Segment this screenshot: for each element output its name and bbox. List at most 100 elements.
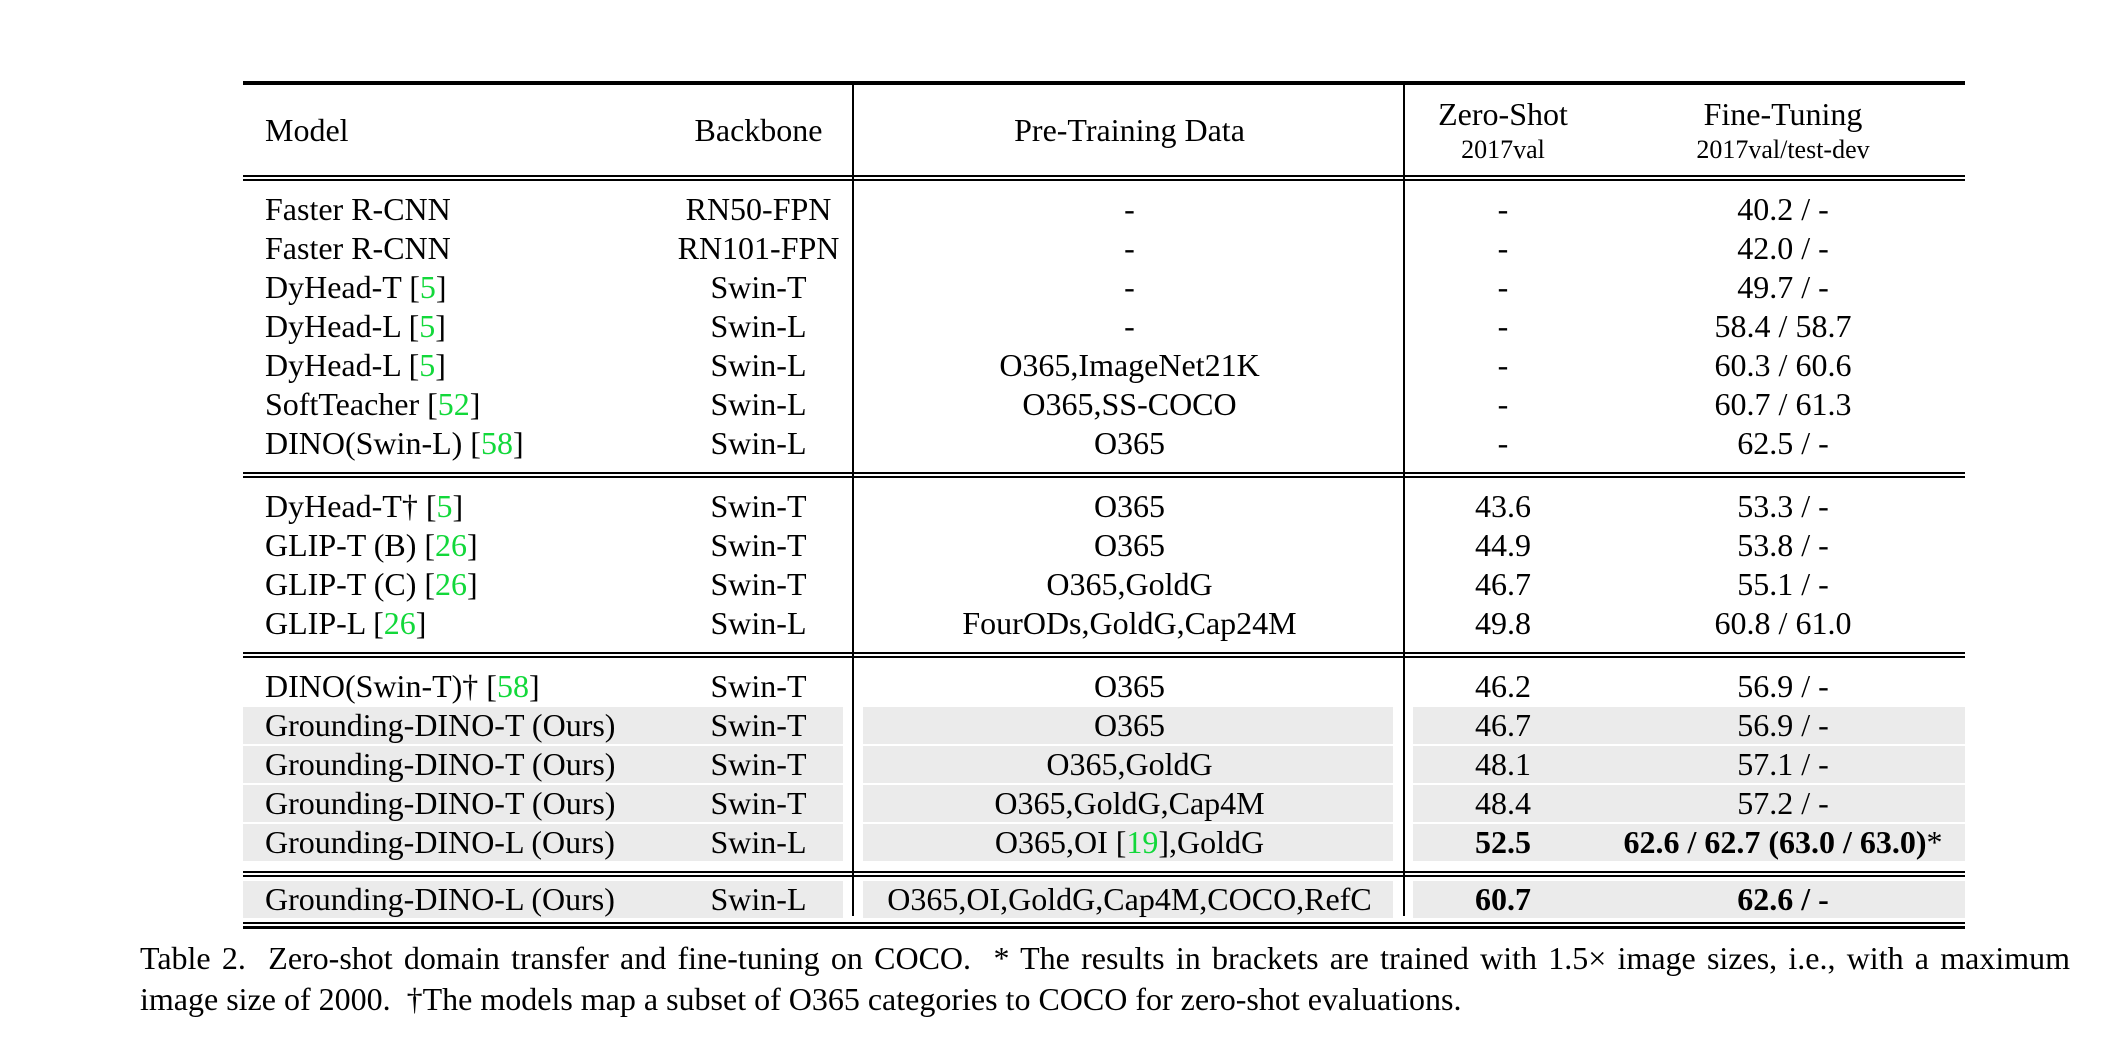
cell-model: Grounding-DINO-L (Ours) [265,824,615,860]
citation-ref: 58 [496,668,529,704]
table-row: Grounding-DINO-L (Ours) Swin-L O365,OI,Gol… [243,880,1965,919]
cell-fine-tuning: 60.8 / 61.0 [1714,605,1852,641]
citation-ref: 5 [419,308,436,344]
cell-zero-shot: 44.9 [1475,527,1531,563]
cell-fine-tuning: 53.3 / - [1737,488,1829,524]
cell-fine-tuning: 58.4 / 58.7 [1714,308,1852,344]
cell-backbone: Swin-T [710,746,807,782]
cell-fine-tuning: 60.3 / 60.6 [1714,347,1852,383]
cell-fine-tuning: 62.6 / - [1737,881,1829,917]
cell-fine-tuning: 53.8 / - [1737,527,1829,563]
cell-backbone: Swin-L [710,605,807,641]
header-zero-shot-title: Zero-Shot [1438,95,1568,132]
table-row: DINO(Swin-T)† [58] Swin-T O365 46.2 56.9 / - [243,667,1965,706]
cell-pretraining-data: O365,GoldG [1046,746,1213,782]
column-rule-pretrain-zeroshot [1403,85,1405,916]
cell-model: GLIP-T (B) [26] [265,527,478,563]
cell-pretraining-data: - [1124,191,1135,227]
cell-zero-shot: 43.6 [1475,488,1531,524]
cell-backbone: Swin-T [710,488,807,524]
cell-model: DyHead-T [5] [265,269,447,305]
cell-fine-tuning: 62.6 / 62.7 (63.0 / 63.0) * [1623,824,1943,860]
cell-pretraining-data: O365,GoldG,Cap4M [994,785,1265,821]
cell-backbone: RN50-FPN [685,191,832,227]
table-row: GLIP-T (C) [26] Swin-T O365,GoldG 46.7 55.1 … [243,565,1965,604]
table-bottom-rule [243,922,1965,929]
cell-backbone: Swin-L [710,386,807,422]
header-zero-shot-sub: 2017val [1461,134,1545,164]
cell-pretraining-data: O365 [1093,707,1166,743]
cell-pretraining-data: - [1124,230,1135,266]
header-fine-tuning: Fine-Tuning 2017val/test-dev [1601,85,1965,175]
cell-pretraining-data: O365 [1093,488,1166,524]
cell-zero-shot: - [1497,308,1509,344]
table-row: Grounding-DINO-T (Ours) Swin-T O365,GoldG 4… [243,745,1965,784]
cell-pretraining-data: O365,ImageNet21K [999,347,1260,383]
cell-pretraining-data: O365,GoldG [1046,566,1213,602]
cell-fine-tuning: 62.5 / - [1737,425,1829,461]
table-body: Faster R-CNN RN50-FPN - -40.2 / - Faster R-C… [243,181,1965,922]
cell-fine-tuning: 57.1 / - [1737,746,1829,782]
citation-ref: 26 [435,527,468,563]
group-separator [243,472,1965,478]
cell-fine-tuning: 56.9 / - [1737,707,1829,743]
cell-model: SoftTeacher [52] [265,386,481,422]
cell-zero-shot: - [1497,425,1509,461]
table-header-row: Model Backbone Pre-Training Data Zero-Sh… [243,85,1965,175]
cell-zero-shot: 46.7 [1475,566,1531,602]
cell-fine-tuning: 49.7 / - [1737,269,1829,305]
cell-pretraining-data: - [1124,308,1135,344]
citation-ref: 26 [435,566,468,602]
cell-zero-shot: 46.2 [1475,668,1531,704]
cell-backbone: Swin-L [710,881,807,917]
table-row: Grounding-DINO-L (Ours) Swin-L O365,OI [19… [243,823,1965,862]
cell-pretraining-data: O365 [1093,527,1166,563]
citation-ref: 5 [419,347,436,383]
cell-model: DyHead-L [5] [265,347,446,383]
cell-backbone: Swin-L [710,824,807,860]
cell-backbone: Swin-T [710,566,807,602]
cell-fine-tuning: 57.2 / - [1737,785,1829,821]
citation-ref: 5 [419,269,436,305]
table-row: DyHead-L [5] Swin-L O365,ImageNet21K - 60.3 … [243,346,1965,385]
cell-zero-shot: - [1497,347,1509,383]
cell-pretraining-data: - [1124,269,1135,305]
cell-model: DINO(Swin-T)† [58] [265,668,540,704]
cell-model: Grounding-DINO-T (Ours) [265,707,616,743]
cell-zero-shot: 48.1 [1475,746,1531,782]
cell-model: DyHead-L [5] [265,308,446,344]
column-rule-backbone-pretrain [852,85,854,916]
cell-pretraining-data: O365 [1093,668,1166,704]
table-row: DyHead-T† [5] Swin-T O365 43.6 53.3 / - [243,487,1965,526]
citation-ref: 58 [480,425,513,461]
table-row: Grounding-DINO-T (Ours) Swin-T O365 46.7 56.… [243,706,1965,745]
cell-zero-shot: - [1497,386,1509,422]
cell-model: Faster R-CNN [265,230,451,266]
table-row: DINO(Swin-L) [58] Swin-L O365 - 62.5 / - [243,424,1965,463]
cell-backbone: Swin-L [710,347,807,383]
header-zero-shot: Zero-Shot 2017val [1405,85,1601,175]
table-row: GLIP-T (B) [26] Swin-T O365 44.9 53.8 / - [243,526,1965,565]
cell-pretraining-data: O365 [1093,425,1166,461]
cell-backbone: Swin-T [710,707,807,743]
table-row: Grounding-DINO-T (Ours) Swin-T O365,GoldG,… [243,784,1965,823]
cell-pretraining-data: FourODs,GoldG,Cap24M [962,605,1297,641]
header-model: Model [265,111,349,148]
cell-backbone: Swin-T [710,269,807,305]
cell-zero-shot: - [1497,191,1509,227]
table-group: Faster R-CNN RN50-FPN - -40.2 / - Faster R-C… [243,181,1965,472]
cell-model: GLIP-L [26] [265,605,427,641]
cell-backbone: Swin-T [710,668,807,704]
table-group: Grounding-DINO-L (Ours) Swin-L O365,OI,Gol… [243,877,1965,922]
header-fine-tuning-title: Fine-Tuning [1703,95,1863,132]
header-fine-tuning-sub: 2017val/test-dev [1696,134,1870,164]
cell-zero-shot: - [1497,230,1509,266]
table-row: Faster R-CNN RN50-FPN - - 40.2 / - [243,190,1965,229]
table-row: SoftTeacher [52] Swin-L O365,SS-COCO - 60.7 … [243,385,1965,424]
cell-zero-shot: 52.5 [1475,824,1531,860]
citation-ref: 26 [383,605,416,641]
header-pretraining-data: Pre-Training Data [1014,111,1245,148]
cell-backbone: Swin-L [710,425,807,461]
cell-backbone: Swin-L [710,308,807,344]
results-table: Model Backbone Pre-Training Data Zero-Sh… [243,81,1965,929]
